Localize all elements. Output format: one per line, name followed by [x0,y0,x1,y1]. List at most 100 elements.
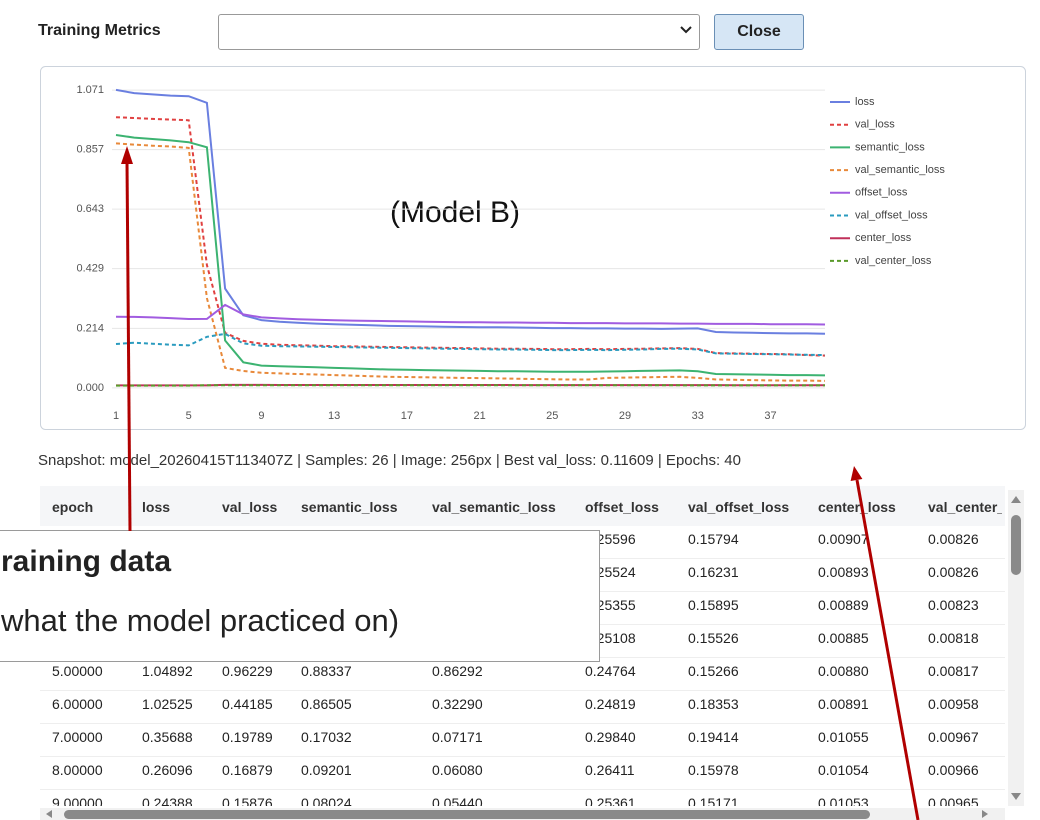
table-cell: 9.00000 [52,795,103,806]
snapshot-info: Snapshot: model_20260415T113407Z | Sampl… [38,452,741,469]
row-divider [40,789,1005,790]
chart-annotation: (Model B) [390,196,520,229]
table-cell: 0.26411 [585,762,635,778]
table-cell: 0.00965 [928,795,979,806]
table-cell: 0.24819 [585,696,636,712]
table-header [40,486,1005,526]
table-cell: 0.15895 [688,597,739,613]
column-header[interactable]: loss [142,499,171,515]
column-header[interactable]: semantic_loss [301,499,398,515]
select-chevron [680,26,692,34]
table-cell: 0.32290 [432,696,483,712]
table-cell: 0.09201 [301,762,352,778]
h-scroll-thumb[interactable] [64,810,870,819]
table-cell: 0.24388 [142,795,193,806]
series-line [115,332,826,357]
snapshot-select[interactable] [218,14,700,50]
table-cell: 0.88337 [301,663,352,679]
column-header[interactable]: val_loss [222,499,278,515]
column-header[interactable]: val_semantic_loss [432,499,556,515]
legend-label: center_loss [855,232,912,244]
y-tick-label: 0.643 [76,203,104,215]
legend-label: val_center_loss [855,255,932,267]
chart-panel [40,66,1026,430]
table-cell: 0.96229 [222,663,273,679]
table-cell: 1.04892 [142,663,193,679]
table-cell: 0.00817 [928,663,979,679]
table-cell: 0.15526 [688,630,739,646]
table-cell: 0.15978 [688,762,739,778]
table-cell: 5.00000 [52,663,103,679]
table-cell: 0.24764 [585,663,636,679]
table-cell: 0.00826 [928,531,979,547]
x-tick-label: 9 [258,410,264,422]
table-cell: 0.15876 [222,795,273,806]
table-cell: 0.26096 [142,762,193,778]
y-tick-label: 0.214 [76,322,104,334]
table-cell: 0.06080 [432,762,483,778]
x-tick-label: 5 [186,410,192,422]
y-tick-label: 1.071 [76,84,104,96]
table-cell: 0.29840 [585,729,636,745]
table-cell: 0.44185 [222,696,273,712]
y-tick-label: 0.000 [76,382,104,394]
x-tick-label: 37 [764,410,776,422]
table-cell: 0.18353 [688,696,739,712]
table-cell: 0.01053 [818,795,869,806]
table-cell: 7.00000 [52,729,103,745]
table-cell: 0.07171 [432,729,483,745]
callout-title: raining data [1,545,172,578]
panel-title: Training Metrics [38,22,161,39]
x-tick-label: 13 [328,410,340,422]
table-cell: 0.35688 [142,729,193,745]
table-cell: 0.19414 [688,729,739,745]
x-tick-label: 33 [692,410,704,422]
chart: (Model B) 0.000 0.214 0.429 0.643 0.857 1.071… [40,66,1026,430]
row-divider [40,690,1005,691]
series-line [115,88,826,335]
legend-label: loss [855,96,875,108]
table-cell: 0.15171 [688,795,739,806]
legend-label: offset_loss [855,187,908,199]
table-cell: 0.16879 [222,762,273,778]
column-header[interactable]: val_offset_loss [688,499,790,515]
table-cell: 0.16231 [688,564,739,580]
series-line [115,303,826,326]
table-cell: 0.25361 [585,795,636,806]
table-cell: 0.86292 [432,663,483,679]
legend-label: val_semantic_loss [855,164,945,176]
legend-label: val_loss [855,119,895,131]
table-cell: 0.86505 [301,696,352,712]
table-cell: 1.02525 [142,696,193,712]
y-tick-label: 0.429 [76,262,104,274]
v-scroll-thumb[interactable] [1011,515,1021,575]
table-cell: 0.00967 [928,729,979,745]
x-tick-label: 1 [113,410,119,422]
callout-text: what the model practiced on) [1,603,400,638]
table-cell: 0.00958 [928,696,979,712]
legend-label: semantic_loss [855,141,925,153]
table-cell: 0.17032 [301,729,352,745]
column-header[interactable]: val_center_loss [928,499,1002,515]
table-cell: 0.15266 [688,663,739,679]
close-button[interactable]: Close [714,14,804,50]
table-cell: 0.00966 [928,762,979,778]
table-cell: 0.00826 [928,564,979,580]
series-line [115,142,826,382]
callout-box: raining data what the model practiced on… [0,530,600,662]
column-header[interactable]: epoch [52,499,94,515]
x-tick-label: 17 [401,410,413,422]
legend-label: val_offset_loss [855,209,928,221]
x-tick-label: 21 [473,410,485,422]
table-cell: 6.00000 [52,696,103,712]
y-tick-label: 0.857 [76,143,104,155]
column-header[interactable]: offset_loss [585,499,659,515]
table-cell: 0.19789 [222,729,273,745]
table-cell: 0.00818 [928,630,979,646]
table-cell: 0.05440 [432,795,483,806]
x-tick-label: 25 [546,410,558,422]
table-cell: 8.00000 [52,762,103,778]
table-cell: 0.15794 [688,531,739,547]
